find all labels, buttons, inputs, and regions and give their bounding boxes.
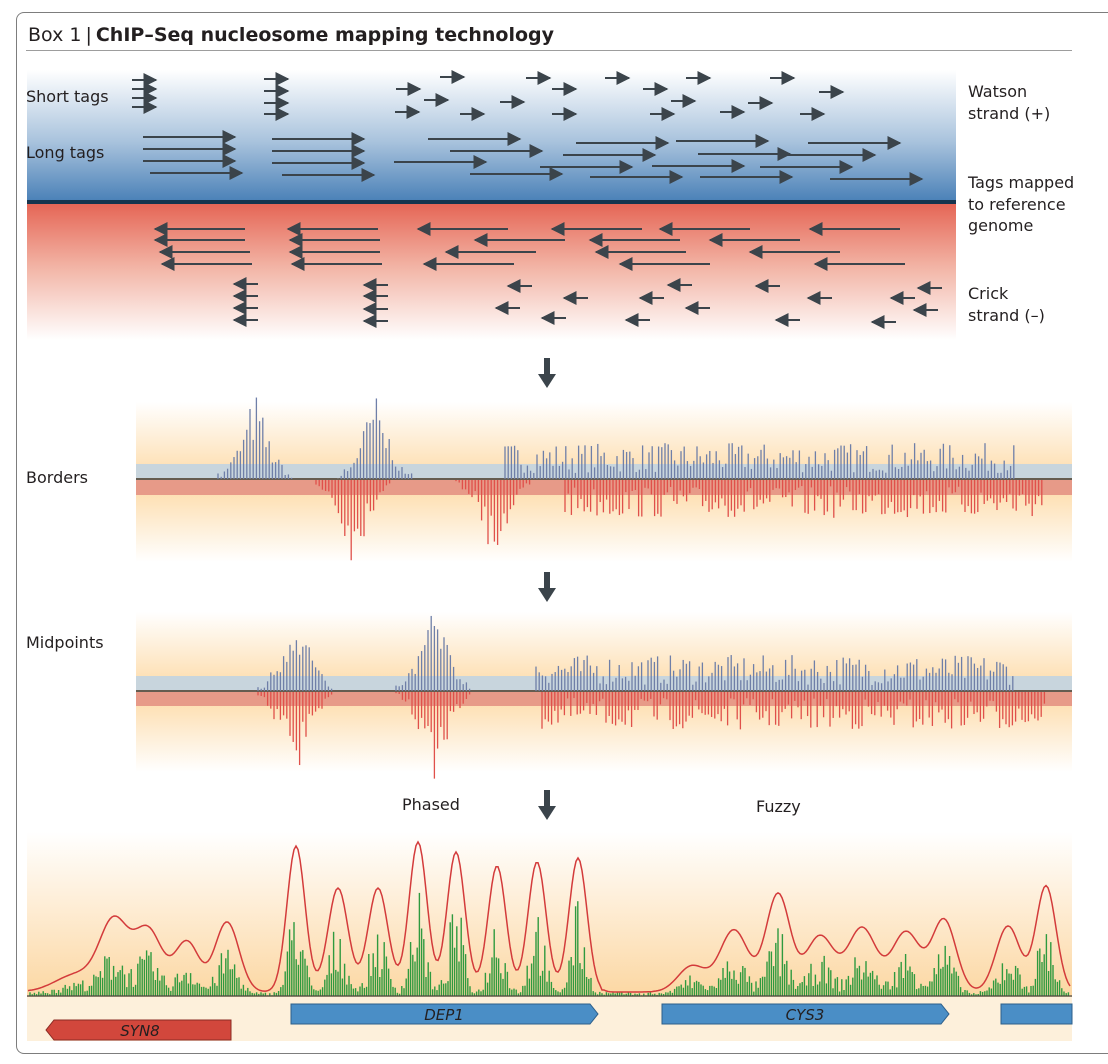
borders-label: Borders — [26, 468, 88, 487]
box-label: Box 1 — [28, 24, 82, 46]
mapped-label-3: genome — [968, 216, 1034, 235]
occupancy-bars — [29, 892, 1070, 996]
long-tags-label: Long tags — [26, 143, 105, 162]
gene-syn8-label: SYN8 — [120, 1022, 159, 1040]
crick-band — [27, 204, 956, 340]
borders-bars — [217, 397, 1043, 561]
occupancy-panel — [27, 832, 1072, 997]
midpoints-crick-track — [136, 692, 1072, 706]
box-header: Box 1 | ChIP–Seq nucleosome mapping techno… — [28, 24, 554, 52]
gene-syn8: SYN8 — [45, 1019, 232, 1041]
mapped-label-2: to reference — [968, 195, 1066, 214]
watson-label-1: Watson — [968, 82, 1028, 101]
crick-label-2: strand (–) — [968, 306, 1045, 325]
gene-dep1: DEP1 — [290, 1003, 599, 1025]
midpoints-watson-track — [136, 676, 1072, 690]
box-frame — [16, 12, 1108, 1054]
gene-dep1-label: DEP1 — [424, 1006, 464, 1024]
genome-line — [27, 200, 956, 204]
mapped-label-1: Tags mapped — [968, 173, 1075, 192]
short-tags-label: Short tags — [26, 87, 109, 106]
occupancy-curve — [27, 840, 1071, 993]
midpoints-label: Midpoints — [26, 633, 104, 652]
gene-cys3-label: CYS3 — [786, 1006, 825, 1024]
tag-arrows — [132, 70, 942, 329]
crick-label-1: Crick — [968, 284, 1009, 303]
box-separator: | — [85, 24, 92, 46]
flow-arrow-2 — [538, 572, 556, 602]
gene-partial — [1000, 1003, 1073, 1025]
box-title: ChIP–Seq nucleosome mapping technology — [95, 24, 555, 46]
fuzzy-label: Fuzzy — [756, 797, 801, 816]
header-rule — [26, 50, 1072, 51]
gene-cys3: CYS3 — [661, 1003, 950, 1025]
flow-arrow-1 — [538, 358, 556, 388]
watson-label-2: strand (+) — [968, 104, 1051, 123]
midpoints-bars — [257, 615, 1046, 779]
phased-label: Phased — [402, 795, 460, 814]
watson-band — [27, 70, 956, 200]
flow-arrow-3 — [538, 790, 556, 820]
